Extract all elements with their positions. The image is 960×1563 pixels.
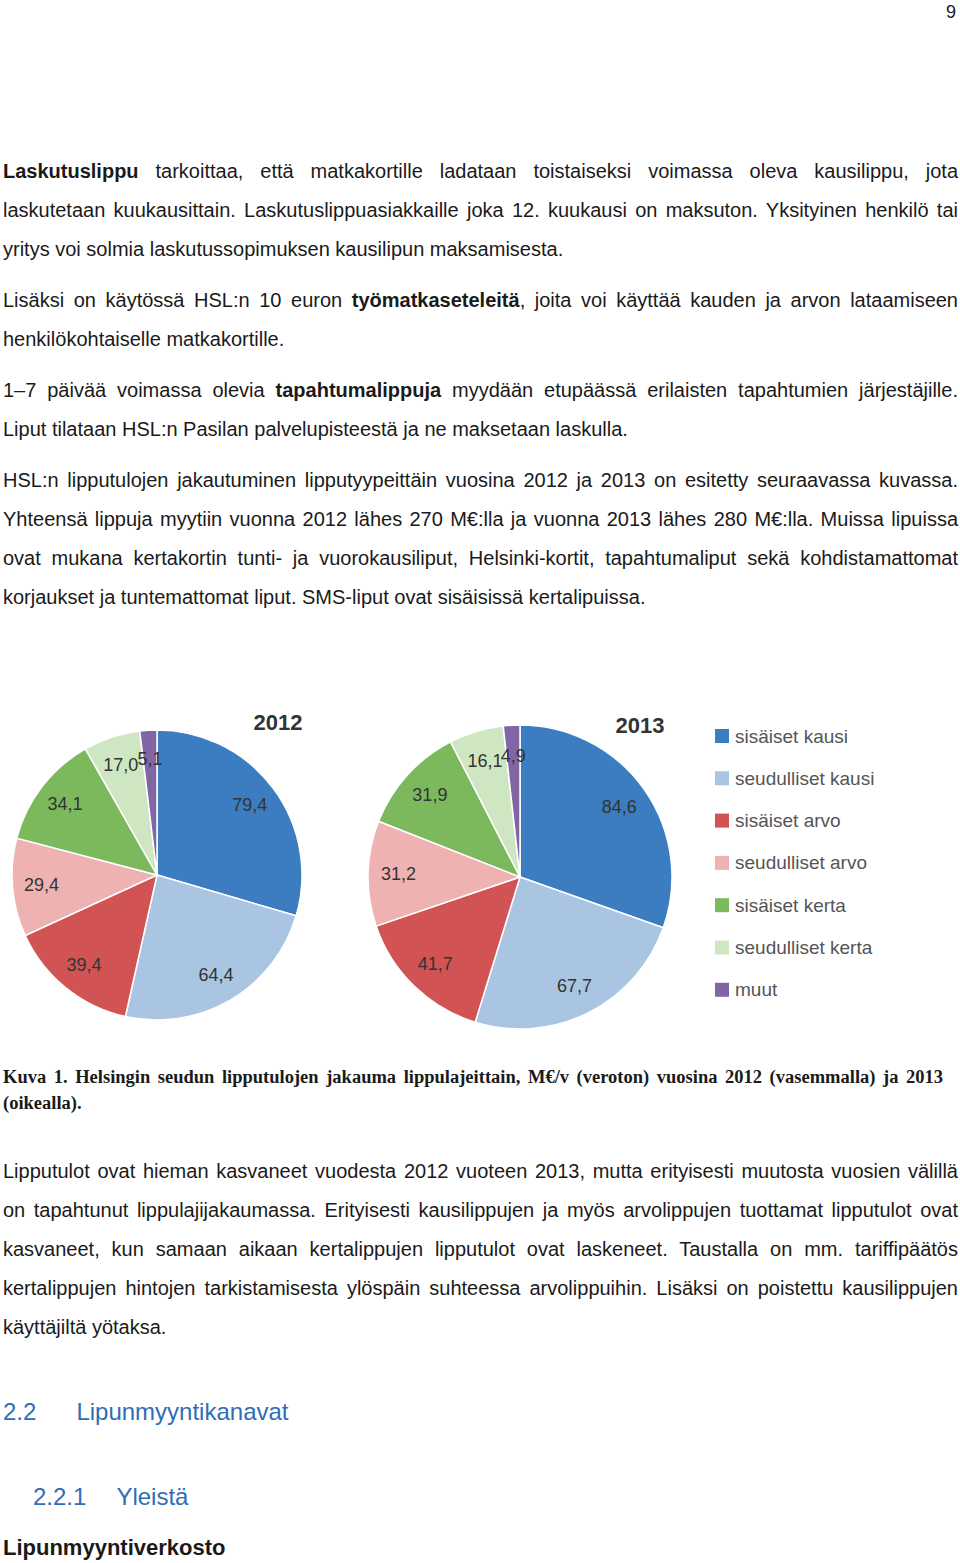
svg-text:seudulliset kerta: seudulliset kerta: [735, 937, 873, 958]
svg-text:seudulliset kausi: seudulliset kausi: [735, 768, 874, 789]
html-text:Yleistä: Yleistä: [116, 1483, 189, 1510]
svg-text:2013: 2013: [616, 713, 665, 738]
svg-text:sisäiset arvo: sisäiset arvo: [735, 810, 841, 831]
html-text:Lipunmyyntikanavat: Lipunmyyntikanavat: [76, 1398, 289, 1425]
html-text:HSL:n lipputulojen jakautumine: HSL:n lipputulojen jakautuminen lipputyy…: [3, 469, 958, 608]
svg-text:4,9: 4,9: [501, 746, 526, 766]
html-text:9: 9: [946, 2, 956, 22]
svg-text:sisäiset kausi: sisäiset kausi: [735, 726, 848, 747]
svg-text:67,7: 67,7: [557, 976, 592, 996]
html-text:1–7 päivää voimassa olevia tap: 1–7 päivää voimassa olevia tapahtumalipp…: [3, 379, 958, 440]
svg-text:sisäiset kerta: sisäiset kerta: [735, 895, 846, 916]
svg-text:muut: muut: [735, 979, 778, 1000]
html-text:2.2: 2.2: [3, 1398, 37, 1425]
svg-text:39,4: 39,4: [67, 955, 102, 975]
svg-text:41,7: 41,7: [418, 954, 453, 974]
svg-text:34,1: 34,1: [48, 794, 83, 814]
html-text:Lipputulot ovat hieman kasvane: Lipputulot ovat hieman kasvaneet vuodest…: [3, 1160, 958, 1338]
html-text:2.2.1: 2.2.1: [33, 1483, 87, 1510]
svg-text:31,9: 31,9: [412, 785, 447, 805]
svg-text:17,0: 17,0: [103, 755, 138, 775]
svg-text:64,4: 64,4: [198, 965, 233, 985]
html-text:Lipunmyyntiverkosto: Lipunmyyntiverkosto: [3, 1535, 226, 1560]
svg-text:29,4: 29,4: [24, 875, 59, 895]
html-text:Kuva 1. Helsingin seudun lippu: Kuva 1. Helsingin seudun lipputulojen ja…: [3, 1067, 943, 1113]
svg-text:2012: 2012: [254, 710, 303, 735]
svg-text:16,1: 16,1: [467, 751, 502, 771]
svg-text:seudulliset arvo: seudulliset arvo: [735, 852, 867, 873]
svg-text:84,6: 84,6: [602, 797, 637, 817]
html-text:Lisäksi on käytössä HSL:n 10 e: Lisäksi on käytössä HSL:n 10 euron työma…: [3, 289, 958, 350]
svg-text:5,1: 5,1: [138, 749, 163, 769]
svg-text:31,2: 31,2: [381, 864, 416, 884]
html-text:Laskutuslippu tarkoittaa, että: Laskutuslippu tarkoittaa, että matkakort…: [3, 160, 958, 260]
svg-text:79,4: 79,4: [232, 795, 267, 815]
